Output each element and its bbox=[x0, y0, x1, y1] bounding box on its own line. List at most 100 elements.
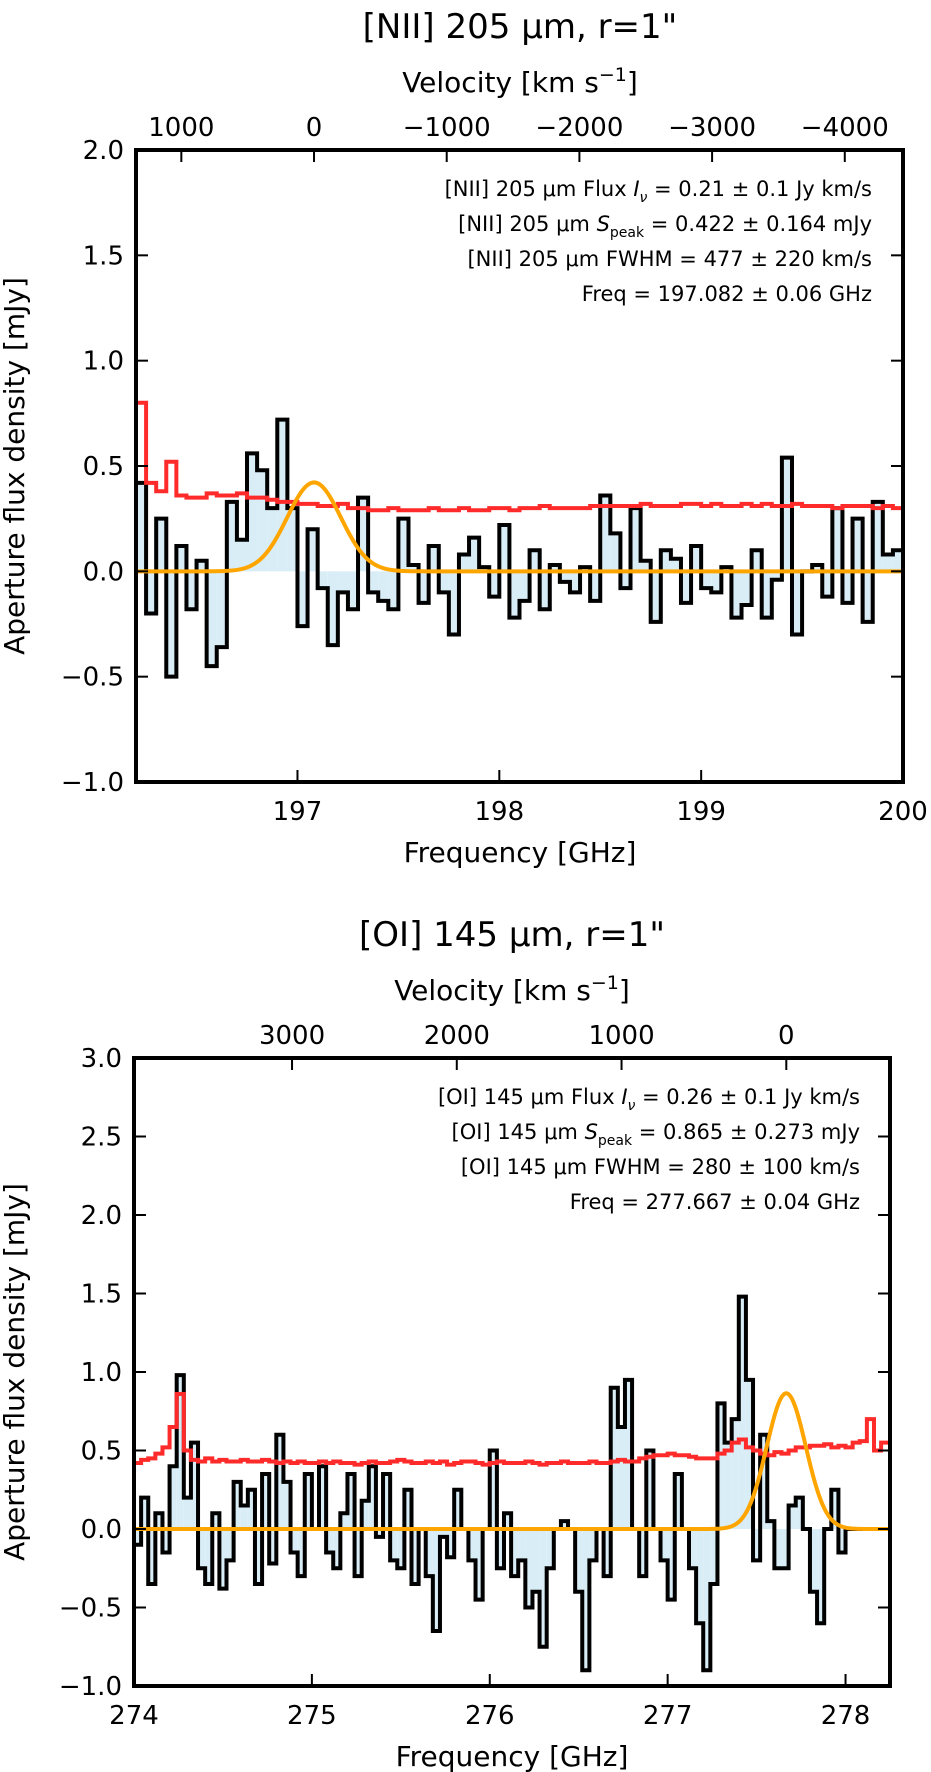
spectrum-fill-bin bbox=[519, 571, 530, 601]
spectrum-fill-bin bbox=[717, 1403, 725, 1529]
y-tick-label: 0.5 bbox=[83, 452, 124, 482]
noise-line bbox=[134, 1391, 889, 1467]
top-tick-label: −4000 bbox=[801, 113, 889, 143]
spectrum-fill-bin bbox=[162, 1529, 170, 1553]
spectrum-line bbox=[134, 1294, 889, 1673]
top-tick-label: −1000 bbox=[403, 113, 491, 143]
spectrum-fill-bin bbox=[842, 571, 853, 603]
annotation-text: [NII] 205 μm Flux bbox=[445, 177, 634, 201]
annotation-value: = 0.422 ± 0.164 mJy bbox=[644, 212, 872, 236]
spectrum-fill-bin bbox=[639, 1529, 647, 1577]
spectrum-fill-bin bbox=[525, 1529, 533, 1608]
spectrum-fill-bin bbox=[287, 508, 298, 572]
noise-line bbox=[136, 400, 903, 513]
annotation-line: [OI] 145 μm FWHM = 280 ± 100 km/s bbox=[461, 1155, 860, 1179]
spectrum-fill-bin bbox=[169, 1466, 177, 1529]
spectrum-fill-bin bbox=[317, 571, 328, 589]
spectrum-line bbox=[136, 417, 903, 679]
spectrum-fill-bin bbox=[216, 571, 227, 648]
y-ticks: −1.0 −0.5 0.0 0.5 1.0 1.5 2.0 2.5 3.0 bbox=[59, 1044, 890, 1702]
plot-frame bbox=[132, 1056, 892, 1688]
spectrum-fill-bin bbox=[304, 1474, 312, 1529]
annotation-symbol: S bbox=[585, 1120, 598, 1144]
top-axis-label: Velocity [km s−1] bbox=[394, 972, 630, 1007]
spectrum-fill-bin bbox=[731, 571, 742, 618]
annotation-value: = 0.865 ± 0.273 mJy bbox=[632, 1120, 860, 1144]
spectrum-fill-bin bbox=[418, 571, 429, 603]
annotation-line: [NII] 205 μm Flux Iν = 0.21 ± 0.1 Jy km/… bbox=[445, 177, 872, 206]
annotation-text: [OI] 145 μm bbox=[452, 1120, 585, 1144]
spectrum-fill-bin bbox=[290, 1529, 298, 1553]
annotation-symbol: I bbox=[621, 1085, 627, 1109]
spectrum-fill-bin bbox=[368, 1466, 376, 1529]
x-tick-label: 274 bbox=[109, 1701, 159, 1731]
spectrum-fill-bin bbox=[212, 1513, 220, 1529]
spectrum-fill-bin bbox=[560, 1521, 569, 1529]
spectrum-fill-bin bbox=[257, 470, 268, 572]
spectrum-fill-bin bbox=[375, 1529, 384, 1537]
spectrum-fill-bin bbox=[432, 1529, 440, 1632]
annotation-line: [NII] 205 μm FWHM = 477 ± 220 km/s bbox=[467, 247, 872, 271]
spectrum-fill-bin bbox=[469, 537, 480, 572]
y-tick-label: 1.0 bbox=[83, 347, 124, 377]
annotation-value: = 0.26 ± 0.1 Jy km/s bbox=[635, 1085, 860, 1109]
spectrum-fill-bin bbox=[276, 1434, 284, 1529]
gaussian-fit-line bbox=[136, 480, 903, 574]
spectrum-fill-bin bbox=[489, 1450, 497, 1529]
spectrum-fill-bin bbox=[347, 1474, 355, 1529]
spectrum-fill-bin bbox=[862, 571, 873, 622]
y-axis-label: Aperture flux density [mJy] bbox=[0, 1183, 31, 1561]
gaussian-fit-line bbox=[134, 1391, 890, 1531]
spectrum-fill-bin bbox=[620, 571, 631, 589]
spectrum-fill-bin bbox=[539, 571, 550, 610]
spectrum-fill-bin bbox=[411, 1529, 419, 1584]
spectrum-fill-bin bbox=[408, 565, 419, 572]
spectrum-fill-bin bbox=[262, 1474, 270, 1529]
annotations: [OI] 145 μm Flux Iν = 0.26 ± 0.1 Jy km/s… bbox=[438, 1085, 860, 1214]
spectrum-fill-bin bbox=[831, 1489, 839, 1529]
y-tick-label: −1.0 bbox=[59, 1672, 122, 1702]
spectrum-fill-bin bbox=[518, 1529, 526, 1561]
top-axis-label-text: Velocity [km s bbox=[394, 974, 591, 1007]
spectrum-fill-bin bbox=[600, 495, 611, 572]
spectrum-fill-bin bbox=[254, 1529, 263, 1584]
annotations: [NII] 205 μm Flux Iν = 0.21 ± 0.1 Jy km/… bbox=[445, 177, 872, 306]
spectrum-fill-bin bbox=[724, 1442, 732, 1529]
x-axis-label: Frequency [GHz] bbox=[404, 836, 637, 869]
spectrum-fill-bin bbox=[479, 567, 490, 572]
spectrum-fill-bin bbox=[745, 1379, 754, 1529]
spectrum-fill-bin bbox=[680, 571, 692, 603]
spectrum-fill-bin bbox=[701, 571, 712, 589]
spectrum-fill-bin bbox=[767, 1521, 775, 1529]
annotation-text: [OI] 145 μm Flux bbox=[438, 1085, 621, 1109]
spectrum-fill-bin bbox=[327, 571, 338, 646]
top-tick-label: 1000 bbox=[148, 113, 214, 143]
spectrum-fill-bin bbox=[438, 571, 449, 593]
spectrum-fill-bin bbox=[307, 529, 318, 572]
spectrum-fill-bin bbox=[333, 1529, 341, 1569]
top-tick-label: −3000 bbox=[668, 113, 756, 143]
spectrum-fill-bin bbox=[646, 1450, 654, 1529]
spectrum-fill-bin bbox=[580, 567, 591, 572]
top-tick-label: 1000 bbox=[588, 1021, 654, 1051]
y-tick-label: 0.0 bbox=[81, 1515, 122, 1545]
annotation-text: Freq = 197.082 ± 0.06 GHz bbox=[582, 282, 872, 306]
spectrum-fill-bin bbox=[753, 1529, 761, 1561]
panel-title: [NII] 205 μm, r=1" bbox=[363, 7, 678, 47]
spectrum-fill-bin bbox=[882, 554, 893, 572]
spectrum-fill-bin bbox=[196, 560, 207, 572]
spectrum-fill-bin bbox=[503, 1513, 512, 1529]
spectrum-fill-bin bbox=[610, 1387, 618, 1529]
spectrum-fill-bin bbox=[206, 571, 217, 667]
spectrum-fill-bin bbox=[509, 571, 520, 618]
spectrum-fill-bin bbox=[617, 1426, 625, 1529]
spectrum-fill-bin bbox=[318, 1466, 327, 1529]
spectrum-fill-bin bbox=[688, 1529, 697, 1569]
spectrum-fill-bin bbox=[610, 533, 621, 572]
spectrum-fill-bin bbox=[781, 1529, 789, 1569]
spectrum-fill-bin bbox=[326, 1529, 334, 1553]
annotation-subscript: peak bbox=[610, 225, 645, 241]
y-tick-label: 2.0 bbox=[83, 136, 124, 166]
spectrum-fill-bin bbox=[812, 565, 823, 572]
spectrum-fill-bin bbox=[809, 1529, 818, 1592]
